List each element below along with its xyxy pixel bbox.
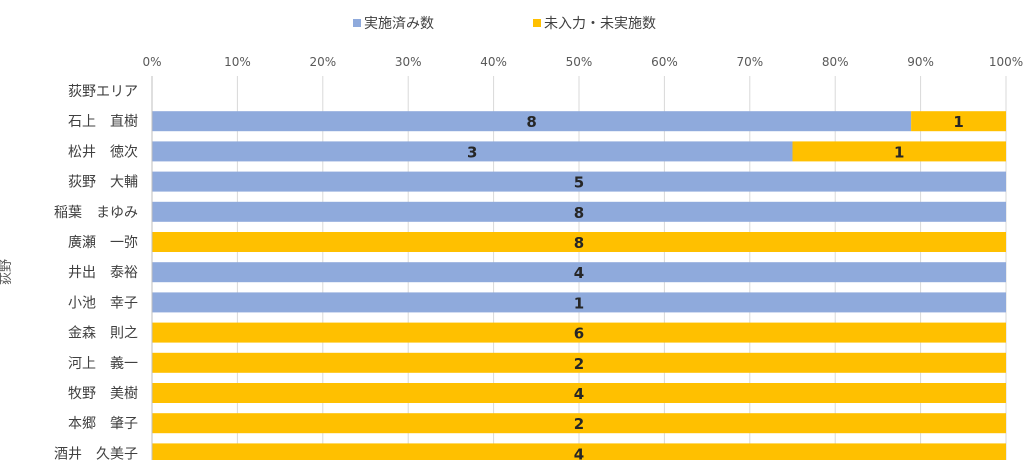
category-label: 小池 幸子 xyxy=(68,295,138,311)
category-label: 荻野エリア xyxy=(68,84,138,100)
x-tick-label: 30% xyxy=(395,55,422,69)
bar-segment xyxy=(152,413,1006,434)
group-axis-label: 荻野 xyxy=(0,259,14,285)
data-label: 1 xyxy=(894,143,904,161)
data-label: 2 xyxy=(574,415,584,433)
bar-segment xyxy=(152,171,1006,192)
data-label: 6 xyxy=(574,325,584,343)
data-label: 4 xyxy=(574,445,584,460)
category-label: 井出 泰裕 xyxy=(68,265,138,281)
category-label: 荻野 大輔 xyxy=(68,175,138,191)
category-label: 牧野 美樹 xyxy=(68,386,138,402)
category-label: 本郷 肇子 xyxy=(68,416,138,432)
bar-segment xyxy=(152,383,1006,403)
bar-segment xyxy=(152,443,1006,460)
data-label: 8 xyxy=(526,113,536,131)
data-label: 2 xyxy=(574,355,584,373)
data-label: 8 xyxy=(574,204,584,222)
category-label: 河上 義一 xyxy=(68,355,138,372)
x-tick-label: 50% xyxy=(566,55,593,69)
bar-segment xyxy=(152,292,1006,313)
category-label: 金森 則之 xyxy=(68,326,138,342)
bar-segment xyxy=(152,201,1006,222)
bar-segment xyxy=(152,111,912,132)
bar-segment xyxy=(152,262,1006,283)
data-label: 5 xyxy=(574,174,584,192)
bar-segment xyxy=(792,141,1006,162)
legend-label: 実施済み数 xyxy=(364,16,434,32)
legend-swatch xyxy=(353,19,361,27)
legend-label: 未入力・未実施数 xyxy=(544,16,656,32)
bar-segment xyxy=(152,232,1006,252)
x-tick-label: 100% xyxy=(989,55,1023,69)
bar-segment xyxy=(152,322,1006,343)
legend-swatch xyxy=(533,19,541,27)
x-tick-label: 0% xyxy=(142,55,161,69)
bar-segment xyxy=(911,111,1006,132)
x-tick-label: 70% xyxy=(736,55,763,69)
data-label: 1 xyxy=(953,113,963,131)
x-tick-label: 60% xyxy=(651,55,678,69)
x-tick-label: 80% xyxy=(822,55,849,69)
x-tick-label: 20% xyxy=(309,55,336,69)
chart-legend: 実施済み数 未入力・未実施数 xyxy=(353,16,656,32)
bar-segment xyxy=(152,141,793,162)
data-label: 3 xyxy=(467,143,477,161)
x-tick-label: 40% xyxy=(480,55,507,69)
data-label: 1 xyxy=(574,294,584,312)
data-label: 4 xyxy=(574,385,584,403)
x-axis-tick-labels: 0% 10% 20% 30% 40% 50% 60% 70% 80% 90% 100% xyxy=(142,55,1023,69)
x-tick-label: 90% xyxy=(907,55,934,69)
x-tick-label: 10% xyxy=(224,55,251,69)
data-label: 8 xyxy=(574,234,584,252)
category-label: 松井 徳次 xyxy=(68,144,138,160)
category-label: 石上 直樹 xyxy=(68,113,138,130)
bars xyxy=(152,111,1006,460)
category-label: 酒井 久美子 xyxy=(54,446,138,460)
data-label: 4 xyxy=(574,264,584,282)
data-labels: 8 1 3 1 5 8 8 4 1 6 2 4 2 4 xyxy=(467,113,964,460)
bar-segment xyxy=(152,352,1006,373)
category-label: 稲葉 まゆみ xyxy=(54,205,138,221)
category-label: 廣瀬 一弥 xyxy=(68,234,138,251)
